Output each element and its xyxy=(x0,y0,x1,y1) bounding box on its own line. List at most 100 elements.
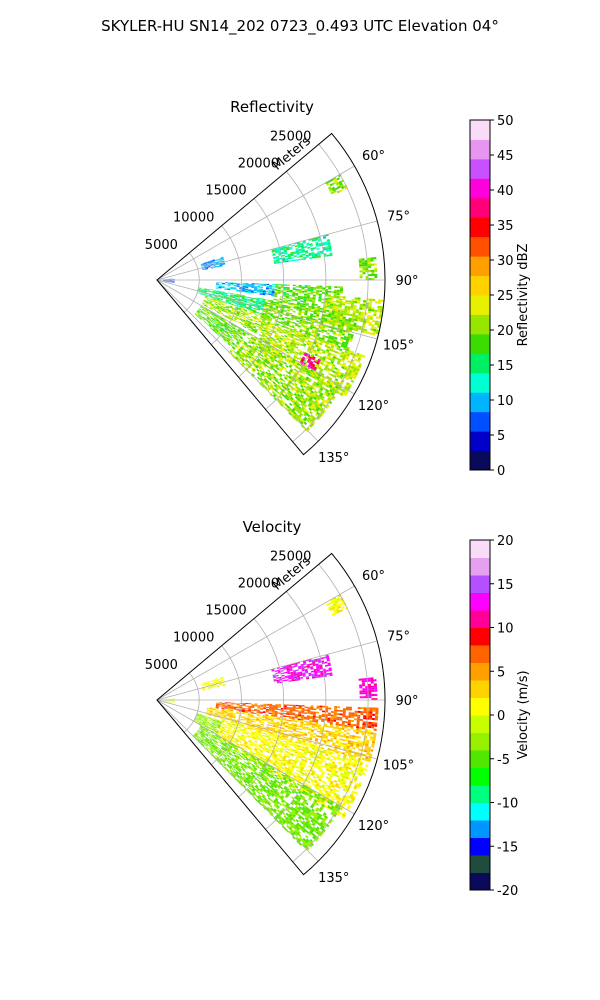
echo-bin xyxy=(359,718,364,722)
echo-bin xyxy=(286,294,290,297)
echo-bin xyxy=(217,297,221,299)
echo-bin xyxy=(243,300,247,303)
echo-bin xyxy=(350,306,354,309)
echo-bin xyxy=(290,348,294,352)
echo-bin xyxy=(213,298,217,300)
echo-bin xyxy=(253,291,257,294)
echo-bin xyxy=(314,254,318,257)
echo-bin xyxy=(217,297,221,300)
colorbar-tick-label: 20 xyxy=(497,324,514,339)
echo-bin xyxy=(322,310,326,314)
echo-bin xyxy=(218,285,222,287)
echo-bin xyxy=(336,713,340,716)
echo-bin xyxy=(362,696,366,699)
echo-bin xyxy=(247,324,251,327)
echo-bin xyxy=(292,704,296,707)
echo-bin xyxy=(308,254,312,257)
echo-bin xyxy=(232,307,236,310)
echo-bin xyxy=(325,350,329,354)
echo-bin xyxy=(294,296,298,299)
echo-bin xyxy=(251,315,255,318)
echo-bin xyxy=(291,257,295,259)
echo-bin xyxy=(315,243,319,246)
echo-bin xyxy=(262,317,266,320)
echo-bin xyxy=(234,315,239,318)
echo-bin xyxy=(371,271,375,275)
colorbar-swatch xyxy=(470,333,490,354)
echo-bin xyxy=(296,342,301,345)
echo-bin xyxy=(319,290,323,293)
echo-bin xyxy=(325,364,329,368)
echo-bin xyxy=(275,285,279,287)
echo-bin xyxy=(327,299,331,302)
echo-bin xyxy=(350,302,355,305)
echo-bin xyxy=(307,364,311,368)
echo-bin xyxy=(368,274,372,277)
echo-bin xyxy=(274,334,278,338)
echo-bin xyxy=(232,295,236,298)
echo-bin xyxy=(287,305,291,308)
echo-bin xyxy=(292,344,296,348)
echo-bin xyxy=(278,317,282,320)
echo-bin xyxy=(297,245,302,248)
echo-bin xyxy=(308,357,312,361)
echo-bin xyxy=(320,362,324,365)
echo-bin xyxy=(292,356,297,360)
echo-bin xyxy=(349,337,353,341)
echo-bin xyxy=(282,330,287,333)
echo-bin xyxy=(220,256,224,259)
echo-bin xyxy=(351,316,356,319)
echo-bin xyxy=(260,288,264,290)
echo-bin xyxy=(219,265,223,267)
echo-bin xyxy=(294,352,299,356)
echo-bin xyxy=(331,359,335,363)
echo-bin xyxy=(298,290,302,292)
echo-bin xyxy=(302,308,306,311)
colorbar-tick-label: 35 xyxy=(497,219,514,234)
echo-bin xyxy=(299,255,303,258)
echo-bin xyxy=(369,298,373,301)
echo-bin xyxy=(248,307,252,310)
echo-bin xyxy=(356,368,360,372)
echo-bin xyxy=(348,714,352,717)
echo-bin xyxy=(246,311,250,314)
colorbar-swatch xyxy=(470,411,490,432)
echo-bin xyxy=(360,712,364,716)
echo-bin xyxy=(317,308,321,311)
echo-bin xyxy=(201,265,205,267)
echo-bin xyxy=(288,324,292,328)
echo-bin xyxy=(204,267,208,269)
echo-bin xyxy=(255,302,259,304)
echo-bin xyxy=(245,285,249,287)
echo-bin xyxy=(227,302,232,305)
echo-bin xyxy=(228,302,232,304)
echo-bin xyxy=(342,362,347,366)
echo-bin xyxy=(379,308,384,311)
echo-bin xyxy=(350,372,355,377)
colorbar-tick-label: 25 xyxy=(497,289,514,304)
echo-bin xyxy=(350,333,354,337)
echo-bin xyxy=(202,294,206,296)
echo-bin xyxy=(319,705,323,708)
echo-bin xyxy=(259,317,263,320)
echo-bin xyxy=(362,721,366,724)
echo-bin xyxy=(338,332,343,336)
echo-bin xyxy=(207,264,211,266)
echo-bin xyxy=(247,322,252,326)
echo-bin xyxy=(289,350,294,353)
echo-bin xyxy=(218,286,222,288)
echo-bin xyxy=(318,318,322,321)
echo-bin xyxy=(302,329,306,333)
echo-bin xyxy=(279,343,284,346)
echo-bin xyxy=(220,257,224,260)
echo-bin xyxy=(257,285,261,287)
echo-bin xyxy=(237,308,241,311)
echo-bin xyxy=(296,306,300,308)
echo-bin xyxy=(233,294,237,296)
echo-bin xyxy=(273,335,278,339)
echo-bin xyxy=(298,704,302,707)
echo-bin xyxy=(265,308,270,310)
echo-bin xyxy=(350,308,354,311)
echo-bin xyxy=(283,286,287,289)
echo-bin xyxy=(369,707,373,710)
